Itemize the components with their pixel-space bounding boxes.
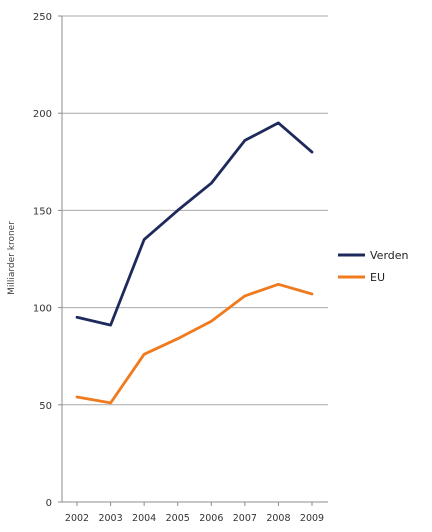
series-lines <box>77 123 312 403</box>
x-tick-label: 2002 <box>65 513 89 524</box>
axes <box>58 16 328 506</box>
legend: Verden EU <box>338 249 409 284</box>
x-tick-label: 2005 <box>166 513 190 524</box>
x-tick-label: 2008 <box>266 513 290 524</box>
legend-label-verden: Verden <box>370 249 409 262</box>
y-tick-label: 150 <box>33 206 52 217</box>
legend-label-eu: EU <box>370 271 385 284</box>
x-tick-label: 2003 <box>98 513 122 524</box>
x-tick-label: 2006 <box>199 513 223 524</box>
y-tick-label: 50 <box>39 401 52 412</box>
series-line-eu <box>77 284 312 403</box>
y-tick-label: 0 <box>46 498 52 509</box>
y-tick-labels: 0 50 100 150 200 250 <box>33 12 52 509</box>
series-line-verden <box>77 123 312 325</box>
y-tick-label: 100 <box>33 304 52 315</box>
y-tick-label: 200 <box>33 109 52 120</box>
x-tick-label: 2009 <box>300 513 324 524</box>
x-tick-label: 2007 <box>233 513 257 524</box>
y-tick-label: 250 <box>33 12 52 23</box>
x-tick-label: 2004 <box>132 513 156 524</box>
gridlines <box>62 16 328 405</box>
y-axis-title: Milliarder kroner <box>7 221 17 295</box>
x-tick-labels: 2002 2003 2004 2005 2006 2007 2008 2009 <box>65 513 324 524</box>
